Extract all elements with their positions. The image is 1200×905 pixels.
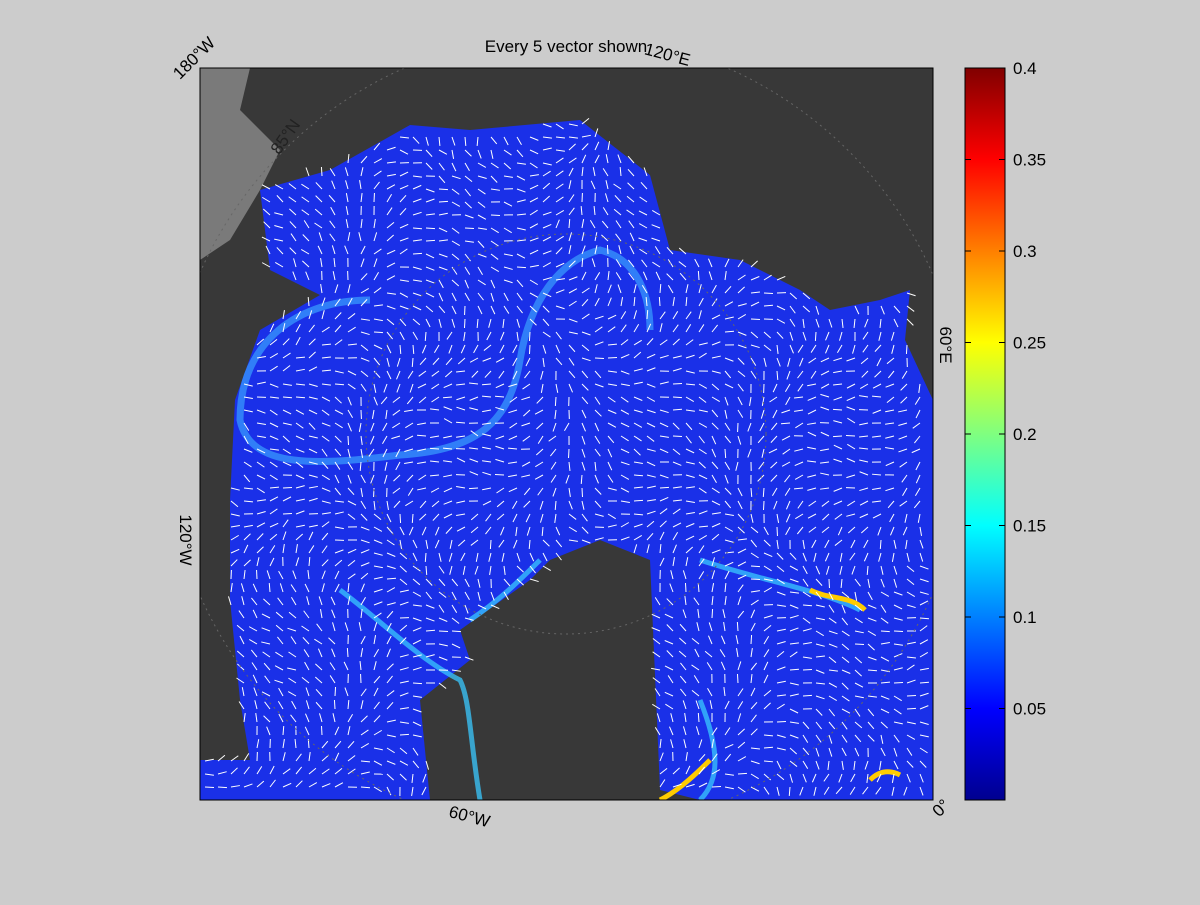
- vector: [595, 358, 604, 359]
- vector: [685, 583, 686, 592]
- vector: [868, 670, 877, 671]
- vector: [833, 409, 842, 410]
- vector: [634, 500, 643, 501]
- vector: [698, 713, 699, 722]
- vector: [452, 631, 461, 632]
- colorbar-tick-label: 0.3: [1013, 242, 1037, 261]
- vector: [374, 332, 383, 333]
- vector: [283, 513, 292, 514]
- vector: [751, 566, 760, 567]
- vector: [426, 630, 435, 631]
- longitude-label: 120°E: [642, 39, 692, 69]
- vector: [361, 787, 370, 788]
- colorbar-tick-label: 0.4: [1013, 59, 1037, 78]
- vector: [920, 618, 929, 619]
- longitude-label: 60°W: [447, 802, 492, 831]
- vector: [907, 695, 916, 696]
- vector: [413, 253, 422, 254]
- vector: [529, 345, 530, 354]
- vector: [815, 332, 816, 341]
- longitude-label: 60°E: [936, 326, 955, 363]
- vector: [348, 436, 349, 445]
- vector: [439, 189, 448, 190]
- vector: [425, 553, 426, 562]
- vector: [881, 631, 890, 632]
- colorbar-tick-label: 0.05: [1013, 700, 1046, 719]
- vector: [738, 773, 747, 774]
- vector: [660, 487, 669, 488]
- vector: [751, 635, 752, 644]
- vector: [582, 258, 583, 267]
- vector: [712, 609, 713, 618]
- vector: [880, 540, 881, 549]
- vector: [647, 310, 648, 319]
- vector: [430, 448, 439, 449]
- colorbar-tick-label: 0.35: [1013, 151, 1046, 170]
- vector: [321, 167, 322, 176]
- vector: [529, 332, 530, 341]
- colorbar-tick-label: 0.15: [1013, 517, 1046, 536]
- vector: [725, 449, 726, 458]
- vector: [335, 687, 336, 696]
- vector: [725, 331, 734, 332]
- vector: [673, 397, 682, 398]
- vector: [296, 397, 305, 398]
- longitude-label: 120°W: [176, 514, 195, 565]
- vector: [737, 674, 738, 683]
- vector: [763, 488, 764, 497]
- vector: [803, 669, 812, 670]
- vector: [673, 436, 682, 437]
- colorbar-tick-label: 0.2: [1013, 425, 1037, 444]
- vector: [659, 297, 660, 306]
- map-panel: [166, 34, 966, 834]
- vector: [764, 293, 773, 294]
- vector: [906, 345, 907, 354]
- vector: [517, 267, 526, 268]
- vector: [426, 228, 435, 229]
- vector: [439, 201, 448, 202]
- vector: [464, 319, 465, 328]
- vector: [555, 397, 556, 406]
- vector: [737, 622, 738, 631]
- vector: [469, 488, 478, 489]
- vector: [607, 245, 608, 254]
- vector: [803, 695, 812, 696]
- map-title: Every 5 vector shown: [485, 37, 648, 56]
- vector: [218, 787, 227, 788]
- vector: [712, 786, 721, 787]
- vector: [465, 228, 474, 229]
- vector: [400, 514, 401, 523]
- vector: [400, 734, 409, 735]
- vector: [490, 540, 491, 549]
- vector: [412, 514, 413, 523]
- vector: [334, 700, 335, 709]
- vector: [907, 708, 916, 709]
- vector: [777, 721, 786, 722]
- colorbar-tick-label: 0.25: [1013, 334, 1046, 353]
- vector: [426, 240, 435, 241]
- vector: [751, 319, 760, 320]
- vector: [413, 228, 422, 229]
- vector: [698, 271, 699, 280]
- vector: [495, 474, 504, 475]
- vector: [833, 436, 842, 437]
- vector: [491, 215, 500, 216]
- vector: [347, 648, 348, 657]
- vector: [443, 397, 452, 398]
- colorbar-tick-label: 0.1: [1013, 608, 1037, 627]
- vector: [413, 683, 422, 684]
